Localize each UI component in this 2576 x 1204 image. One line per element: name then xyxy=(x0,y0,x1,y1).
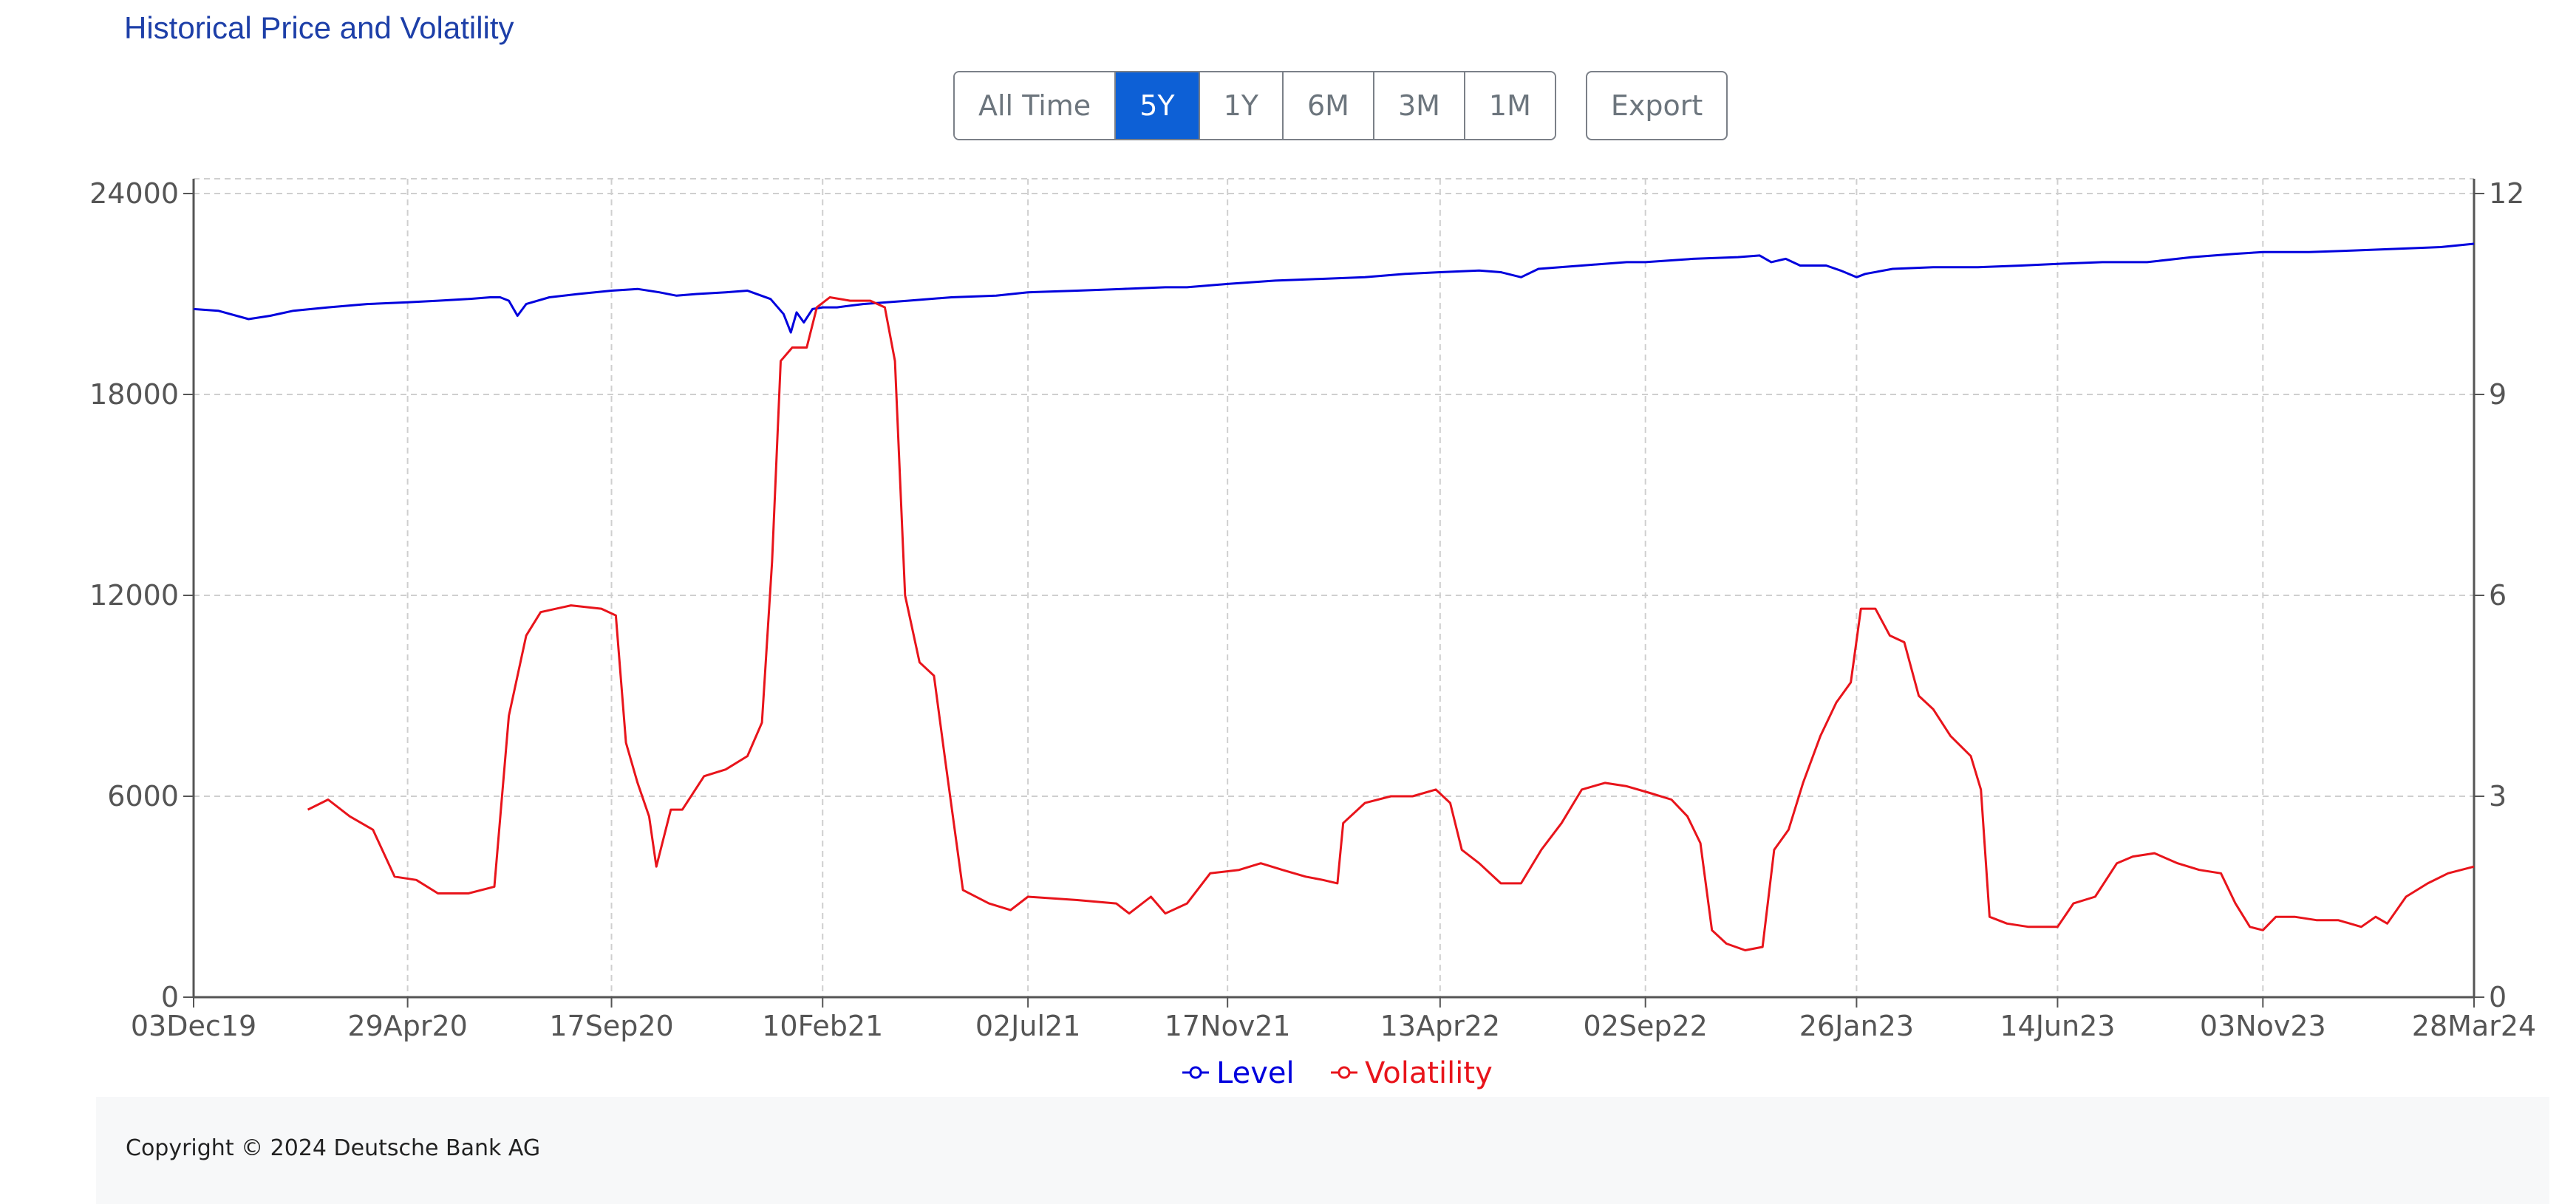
price-volatility-chart: 0 6000 12000 18000 24000 0 3 6 9 12 03Dec19 29Apr20… xyxy=(89,177,2536,1090)
footer-copyright: Copyright © 2024 Deutsche Bank AG xyxy=(126,1135,541,1161)
series-line-level xyxy=(193,242,2475,334)
chart-axes: 0 6000 12000 18000 24000 0 3 6 9 12 03Dec19 29Apr20… xyxy=(89,177,2536,1042)
range-button-1y[interactable]: 1Y xyxy=(1199,72,1284,139)
y-left-tick-label: 24000 xyxy=(89,177,179,210)
x-tick-label: 14Jun23 xyxy=(2000,1010,2115,1042)
range-button-all-time[interactable]: All Time xyxy=(955,72,1117,139)
x-tick-label: 02Sep22 xyxy=(1584,1010,1708,1042)
y-right-tick-label: 12 xyxy=(2489,177,2524,210)
range-button-3m[interactable]: 3M xyxy=(1374,72,1465,139)
y-right-tick-label: 6 xyxy=(2489,579,2507,612)
y-right-tick-label: 3 xyxy=(2489,780,2507,813)
range-button-5y[interactable]: 5Y xyxy=(1116,72,1200,139)
series-line-volatility xyxy=(307,296,2475,951)
x-tick-label: 17Nov21 xyxy=(1165,1010,1291,1042)
range-button-group: All Time 5Y 1Y 6M 3M 1M xyxy=(953,71,1556,140)
chart-legend: Level Volatility xyxy=(1182,1056,1493,1090)
chart-grid xyxy=(194,178,2474,997)
range-button-1m[interactable]: 1M xyxy=(1465,72,1555,139)
x-tick-label: 26Jan23 xyxy=(1799,1010,1914,1042)
legend-label-volatility: Volatility xyxy=(1365,1056,1493,1090)
legend-marker-level xyxy=(1189,1066,1202,1079)
x-tick-label: 03Nov23 xyxy=(2200,1010,2326,1042)
x-tick-label: 29Apr20 xyxy=(347,1010,467,1042)
legend-label-level: Level xyxy=(1216,1056,1295,1090)
export-button[interactable]: Export xyxy=(1585,71,1728,140)
chart-toolbar: All Time 5Y 1Y 6M 3M 1M Export xyxy=(953,71,1728,140)
legend-marker-volatility xyxy=(1338,1066,1351,1079)
y-left-tick-label: 0 xyxy=(161,981,179,1013)
chart-series xyxy=(193,242,2475,951)
y-left-tick-label: 18000 xyxy=(89,378,179,411)
x-tick-label: 13Apr22 xyxy=(1380,1010,1500,1042)
footer: Copyright © 2024 Deutsche Bank AG xyxy=(96,1097,2549,1204)
y-right-tick-label: 0 xyxy=(2489,981,2507,1013)
y-right-tick-label: 9 xyxy=(2489,378,2507,411)
x-tick-label: 10Feb21 xyxy=(762,1010,883,1042)
x-tick-label: 17Sep20 xyxy=(549,1010,673,1042)
x-tick-label: 02Jul21 xyxy=(975,1010,1081,1042)
page-title: Historical Price and Volatility xyxy=(124,10,514,45)
range-button-6m[interactable]: 6M xyxy=(1283,72,1374,139)
x-tick-label: 03Dec19 xyxy=(131,1010,256,1042)
x-tick-label: 28Mar24 xyxy=(2412,1010,2536,1042)
y-left-tick-label: 12000 xyxy=(89,579,179,612)
y-left-tick-label: 6000 xyxy=(107,780,179,813)
